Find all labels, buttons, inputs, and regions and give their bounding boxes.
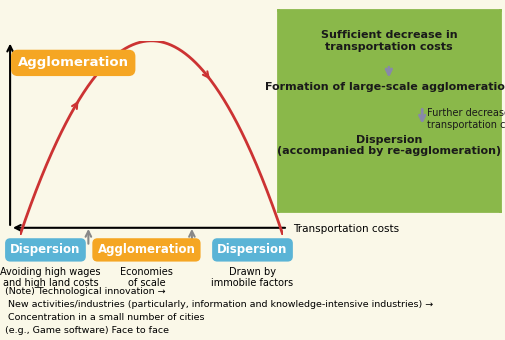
Text: Transportation costs: Transportation costs [293, 224, 399, 235]
Text: (e.g., Game software) Face to face: (e.g., Game software) Face to face [5, 326, 169, 335]
Text: Further decrease in
transportation costs: Further decrease in transportation costs [427, 108, 505, 130]
Text: Dispersion
(accompanied by re-agglomeration): Dispersion (accompanied by re-agglomerat… [277, 135, 501, 156]
Text: Agglomeration: Agglomeration [18, 56, 129, 69]
Text: Economies
of scale: Economies of scale [120, 267, 173, 289]
Text: Agglomeration: Agglomeration [97, 243, 195, 256]
Text: Dispersion: Dispersion [217, 243, 288, 256]
Text: Avoiding high wages
and high land costs: Avoiding high wages and high land costs [0, 267, 101, 289]
Text: Concentration in a small number of cities: Concentration in a small number of citie… [5, 313, 205, 322]
Text: (Note) Technological innovation →: (Note) Technological innovation → [5, 287, 166, 296]
Text: Sufficient decrease in
transportation costs: Sufficient decrease in transportation co… [321, 30, 457, 52]
Text: Dispersion: Dispersion [10, 243, 81, 256]
Text: New activities/industries (particularly, information and knowledge-intensive ind: New activities/industries (particularly,… [5, 300, 433, 309]
Text: Formation of large-scale agglomeration: Formation of large-scale agglomeration [265, 82, 505, 92]
Text: Drawn by
immobile factors: Drawn by immobile factors [212, 267, 293, 289]
